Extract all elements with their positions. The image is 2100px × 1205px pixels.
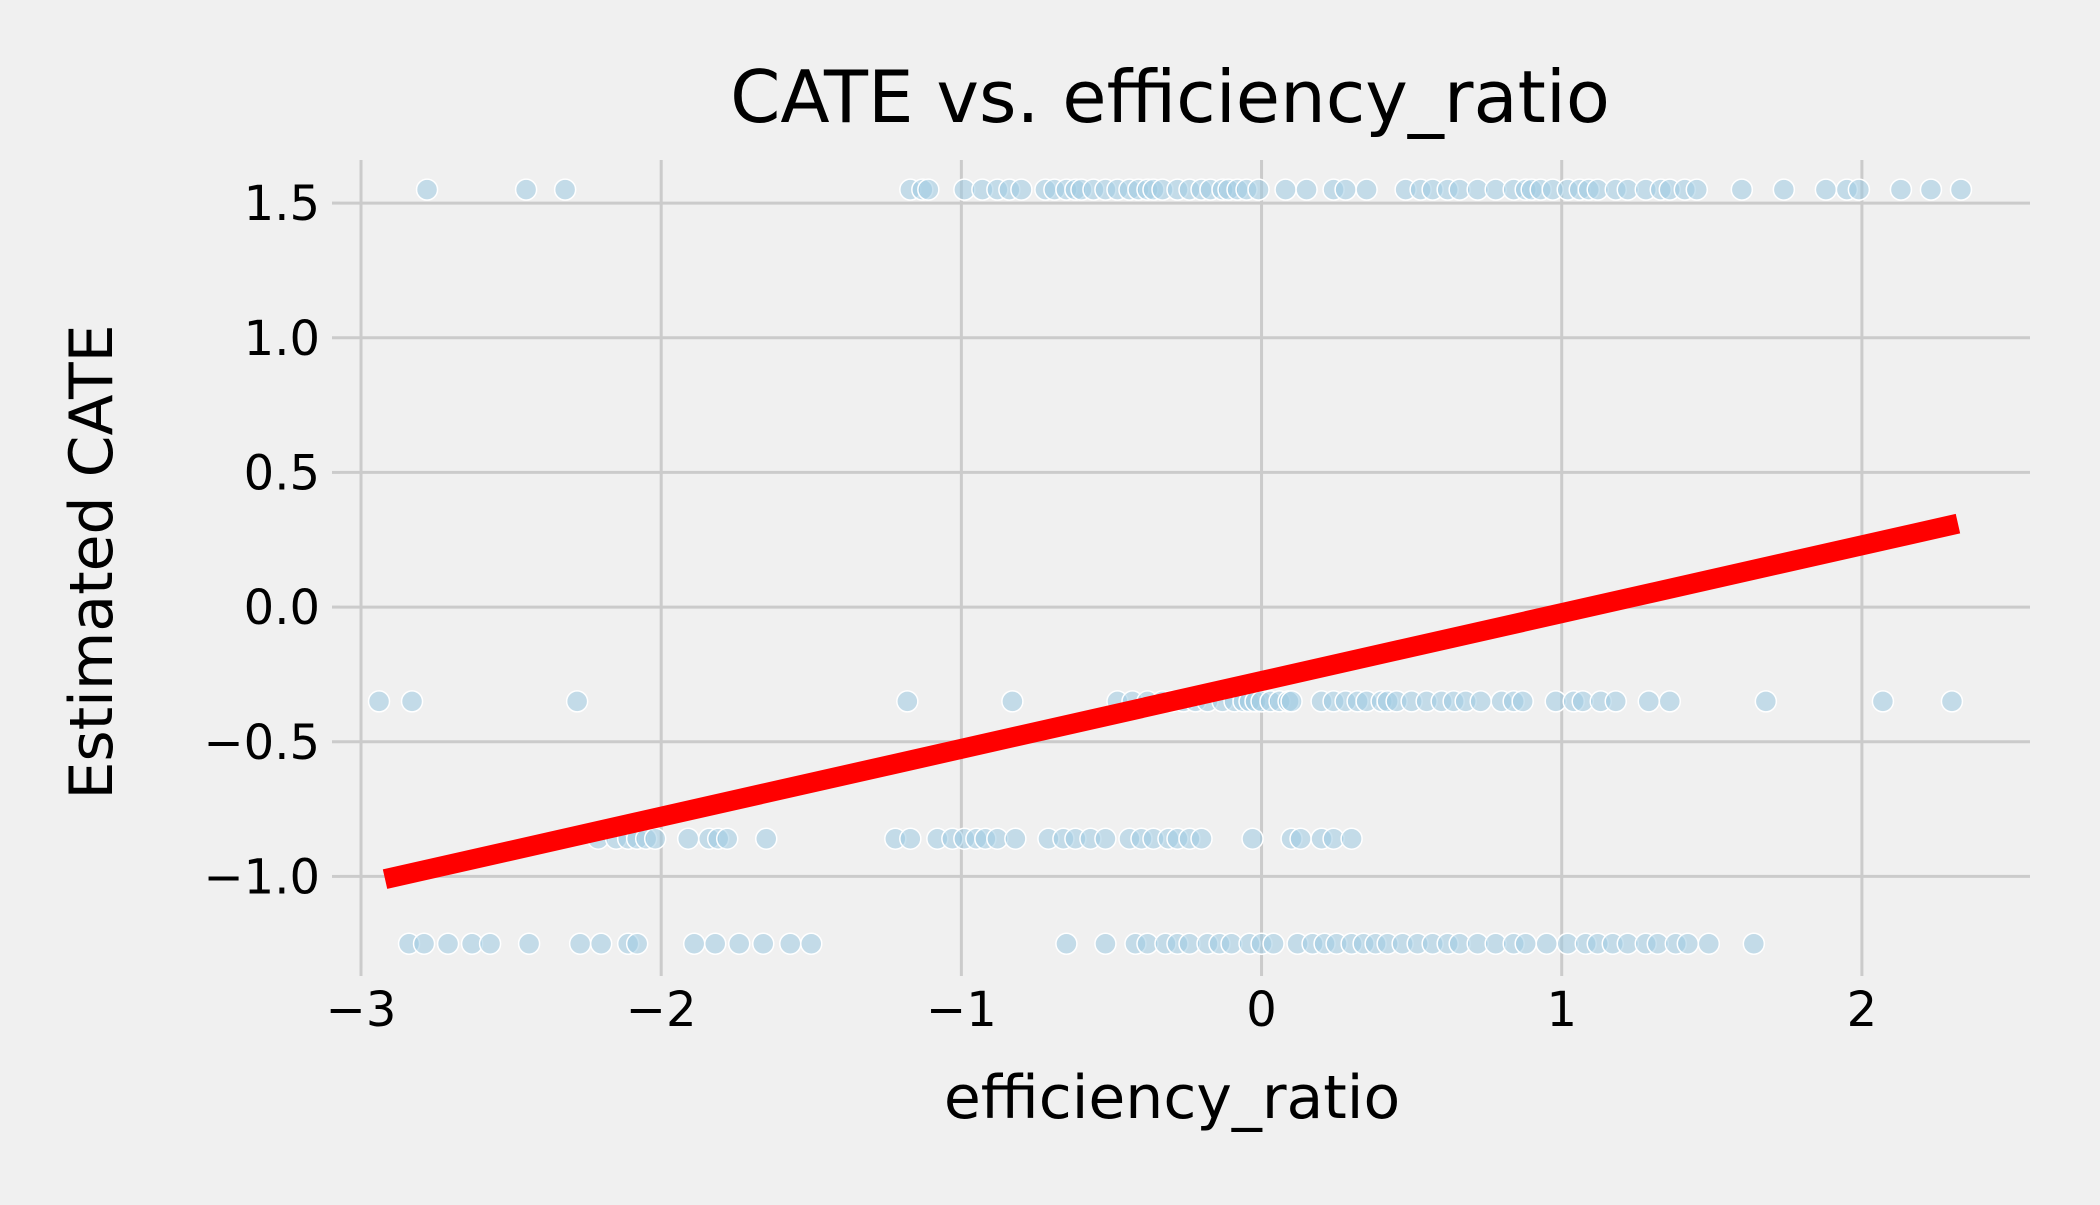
scatter-point [1004, 827, 1027, 850]
y-tick-label: −0.5 [203, 715, 320, 771]
scatter-point [412, 932, 436, 956]
trend-line-layer [382, 513, 1961, 889]
x-tick-label: 0 [1246, 982, 1277, 1038]
scatter-point [643, 827, 667, 850]
scatter-point [1511, 690, 1534, 713]
scatter-point [752, 932, 775, 956]
scatter-point [755, 827, 778, 850]
scatter-point [1685, 178, 1709, 201]
scatter-point [1289, 827, 1312, 850]
scatter-point [415, 178, 439, 201]
scatter-point [899, 827, 922, 850]
scatter-point [1334, 178, 1357, 201]
scatter-point [1340, 827, 1363, 850]
scatter-point [703, 932, 727, 956]
scatter-point [1637, 690, 1661, 713]
scatter-point [367, 690, 391, 713]
grid [340, 160, 2030, 968]
scatter-point [1604, 690, 1628, 713]
scatter-point [1919, 178, 1943, 201]
scatter-point [565, 690, 589, 713]
scatter-point [1889, 178, 1913, 201]
y-axis: −1.0 −0.5 0.0 0.5 1.0 1.5 [203, 176, 340, 905]
scatter-point [1295, 178, 1318, 201]
scatter-point [514, 178, 538, 201]
scatter-point [436, 932, 460, 956]
x-tick-label: −2 [626, 982, 697, 1038]
scatter-point [400, 690, 424, 713]
chart-title: CATE vs. efficiency_ratio [730, 55, 1610, 139]
scatter-point [917, 178, 940, 201]
scatter-point [1514, 932, 1537, 956]
scatter-point [1055, 932, 1078, 956]
scatter-point [1010, 178, 1033, 201]
scatter-point [1847, 178, 1871, 201]
scatter-point [1247, 178, 1270, 201]
scatter-point [896, 690, 919, 713]
scatter-point [779, 932, 802, 956]
trend-line [382, 513, 1961, 889]
scatter-point [682, 932, 706, 956]
scatter-point [1871, 690, 1895, 713]
scatter-point [676, 827, 700, 850]
scatter-point [715, 827, 739, 850]
x-tick-label: 1 [1546, 982, 1577, 1038]
scatter-point [1697, 932, 1721, 956]
scatter-point [1469, 690, 1492, 713]
x-tick-label: −3 [326, 982, 397, 1038]
scatter-point [589, 932, 613, 956]
scatter-point [800, 932, 823, 956]
scatter-point [553, 178, 577, 201]
y-tick-label: 1.0 [244, 311, 320, 367]
x-tick-label: 2 [1847, 982, 1878, 1038]
x-tick-label: −1 [926, 982, 997, 1038]
scatter-point [1658, 690, 1682, 713]
scatter-point [1274, 178, 1297, 201]
y-axis-label: Estimated CATE [57, 324, 127, 799]
scatter-point [1094, 827, 1117, 850]
scatter-point [1280, 690, 1303, 713]
scatter-point [1940, 690, 1964, 713]
y-tick-label: 0.0 [244, 580, 320, 636]
scatter-point [727, 932, 751, 956]
x-axis: −3 −2 −1 0 1 2 [326, 968, 1878, 1038]
scatter-point [1730, 178, 1754, 201]
scatter-point [1262, 932, 1285, 956]
scatter-point [568, 932, 592, 956]
scatter-point [1676, 932, 1700, 956]
scatter-point [1772, 178, 1796, 201]
y-tick-label: −1.0 [203, 849, 320, 905]
scatter-point [1190, 827, 1213, 850]
scatter-point [1814, 178, 1838, 201]
y-tick-label: 0.5 [244, 445, 320, 501]
scatter-point [517, 932, 541, 956]
scatter-point [478, 932, 502, 956]
scatter-point [1742, 932, 1766, 956]
scatter-point [1949, 178, 1973, 201]
scatter-point [1355, 178, 1378, 201]
y-tick-label: 1.5 [244, 176, 320, 232]
scatter-point [1001, 690, 1024, 713]
scatter-point [1754, 690, 1778, 713]
scatter-point [1241, 827, 1264, 850]
x-axis-label: efficiency_ratio [944, 1063, 1400, 1133]
scatter-point [625, 932, 649, 956]
scatter-point [1535, 932, 1558, 956]
scatter-point [1094, 932, 1117, 956]
